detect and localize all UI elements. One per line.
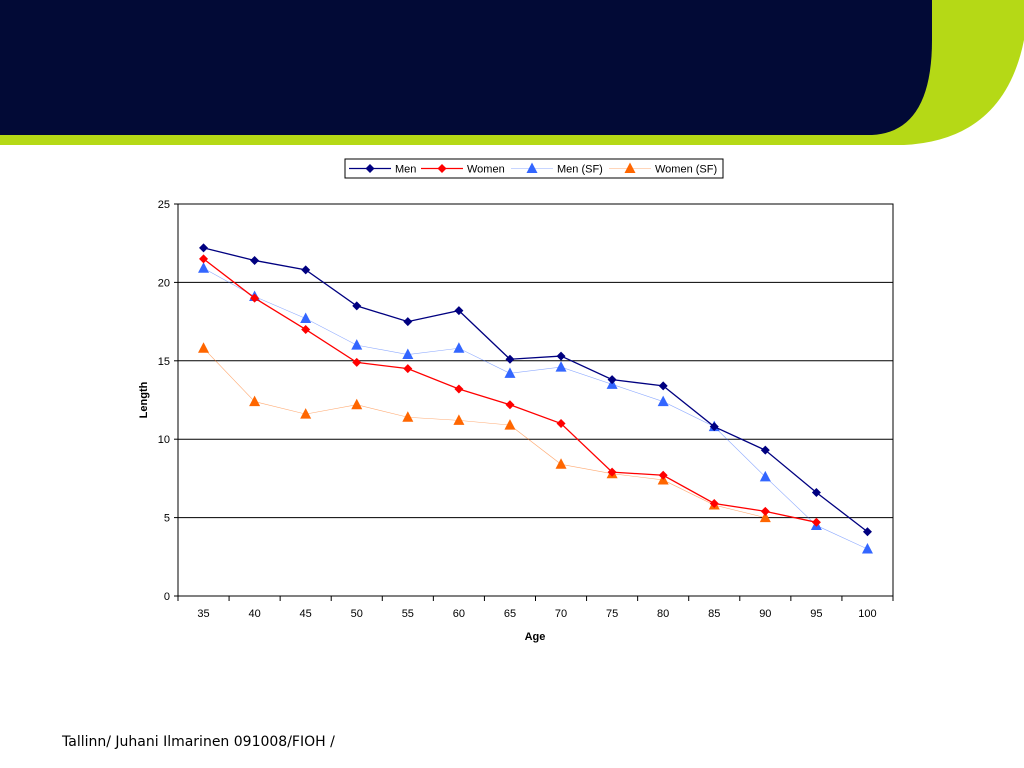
x-tick-label: 90 xyxy=(759,608,771,620)
data-point xyxy=(454,306,464,316)
y-tick-label: 10 xyxy=(158,434,170,446)
data-point xyxy=(198,262,210,273)
y-axis-title: Length xyxy=(138,381,150,418)
chart-legend: Men Women Men (SF) Women (SF) xyxy=(344,158,724,179)
y-tick-label: 25 xyxy=(158,199,170,211)
data-point xyxy=(811,488,821,498)
data-point xyxy=(556,351,566,361)
series-line xyxy=(203,268,868,550)
legend-label: Women xyxy=(467,164,505,176)
data-point xyxy=(403,364,413,374)
legend-entry: Women (SF) xyxy=(609,162,717,176)
data-point xyxy=(402,411,414,422)
data-point xyxy=(709,498,719,508)
data-point xyxy=(709,422,719,432)
data-point xyxy=(199,254,209,264)
legend-marker xyxy=(365,164,375,173)
data-point xyxy=(453,414,465,425)
data-point xyxy=(861,542,873,554)
legend-marker xyxy=(526,162,538,173)
x-tick-label: 50 xyxy=(351,608,363,620)
data-point xyxy=(555,458,567,469)
data-point xyxy=(300,408,312,419)
series-men xyxy=(199,243,872,537)
gridlines xyxy=(178,281,893,519)
x-tick-label: 75 xyxy=(606,608,618,620)
data-point xyxy=(607,375,617,385)
data-point xyxy=(505,400,515,410)
data-point xyxy=(250,293,260,303)
data-point xyxy=(300,312,312,323)
x-tick-label: 85 xyxy=(708,608,720,620)
x-tick-label: 100 xyxy=(858,608,876,620)
data-point xyxy=(199,243,209,253)
x-tick-label: 55 xyxy=(402,608,414,620)
y-tick-label: 5 xyxy=(164,513,170,525)
y-tick-label: 0 xyxy=(164,591,170,603)
slide-header xyxy=(0,0,1024,145)
legend-label: Men xyxy=(395,164,416,176)
x-tick-label: 60 xyxy=(453,608,465,620)
data-point xyxy=(556,419,566,429)
legend-entry: Men (SF) xyxy=(511,162,603,176)
y-tick-label: 15 xyxy=(158,356,170,368)
data-point xyxy=(504,367,516,378)
x-tick-label: 40 xyxy=(248,608,260,620)
legend-label: Men (SF) xyxy=(557,164,603,176)
data-point xyxy=(453,342,465,353)
data-point xyxy=(351,398,363,410)
x-tick-label: 70 xyxy=(555,608,567,620)
data-point xyxy=(301,265,311,275)
data-point xyxy=(607,467,617,477)
chart-axes: 0 5 10 15 20 25 35 40 45 50 55 60 65 70 75 80 85 90 95 100 xyxy=(158,199,894,620)
data-point xyxy=(658,470,668,480)
x-tick-label: 80 xyxy=(657,608,669,620)
data-point xyxy=(250,255,260,265)
data-point xyxy=(403,317,413,327)
data-point xyxy=(454,384,464,394)
data-point xyxy=(505,354,515,364)
x-tick-label: 35 xyxy=(197,608,209,620)
data-point xyxy=(249,395,261,407)
x-tick-label: 65 xyxy=(504,608,516,620)
header-dark-band xyxy=(0,0,932,135)
data-point xyxy=(555,361,567,372)
data-point xyxy=(760,506,770,516)
series-men-sf xyxy=(198,262,873,554)
data-point xyxy=(352,357,362,367)
series-layer xyxy=(198,243,873,554)
data-point xyxy=(759,511,771,523)
legend-marker xyxy=(624,162,636,173)
data-point xyxy=(862,527,872,537)
data-point xyxy=(657,395,669,407)
x-tick-label: 45 xyxy=(300,608,312,620)
x-tick-label: 95 xyxy=(810,608,822,620)
footer-text: Tallinn/ Juhani Ilmarinen 091008/FIOH / xyxy=(62,734,335,750)
data-point xyxy=(352,301,362,311)
data-point xyxy=(658,381,668,391)
legend-label: Women (SF) xyxy=(655,164,717,176)
legend-marker xyxy=(437,164,447,173)
series-line xyxy=(203,348,766,518)
legend-entry: Men xyxy=(349,164,416,176)
data-point xyxy=(759,470,771,482)
data-point xyxy=(504,419,516,430)
data-point xyxy=(811,517,821,527)
series-line xyxy=(203,247,868,533)
data-point xyxy=(351,339,363,350)
y-tick-label: 20 xyxy=(158,277,170,289)
legend-entry: Women xyxy=(421,164,505,176)
data-point xyxy=(198,342,210,353)
series-women xyxy=(199,254,821,527)
data-point xyxy=(301,324,311,334)
data-point xyxy=(402,348,414,360)
data-point xyxy=(760,445,770,455)
x-axis-title: Age xyxy=(525,631,546,643)
plot-area xyxy=(177,203,894,597)
